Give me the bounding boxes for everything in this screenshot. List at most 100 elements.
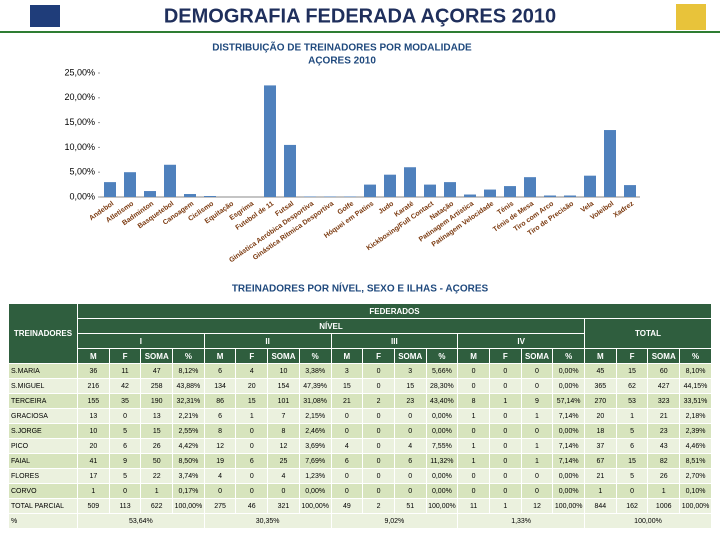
- chart-title: DISTRIBUIÇÃO DE TREINADORES POR MODALIDA…: [212, 41, 472, 54]
- table-cell: 32,31%: [172, 393, 205, 409]
- table-cell: TERCEIRA: [8, 393, 78, 409]
- table-cell: 5,66%: [425, 363, 459, 379]
- table-row: GRACIOSA 13 0 13 2,21% 6 1 7 2,15% 0 0 0 0,00% 1 0 1 7,1…: [8, 408, 712, 424]
- table-cell: 20: [584, 408, 617, 424]
- table-cell: 427: [647, 378, 681, 394]
- table-cell: TREINADORES: [8, 303, 78, 364]
- table-cell: 44,15%: [679, 378, 712, 394]
- table-cell: %: [8, 513, 78, 529]
- y-tick-label: 15,00%: [64, 117, 95, 127]
- table-cell: 0: [362, 423, 395, 439]
- table-row: FAIAL 41 9 50 8,50% 19 6 25 7,69% 6 0 6 11,32% 1 0 1 7,1…: [8, 453, 712, 469]
- table-cell: 100,00%: [679, 498, 712, 514]
- table-cell: 37: [584, 438, 617, 454]
- table-cell: 844: [584, 498, 617, 514]
- table-cell: 4: [267, 468, 300, 484]
- table-cell: 8,50%: [172, 453, 205, 469]
- table-cell: 13: [140, 408, 174, 424]
- table-cell: SOMA: [267, 348, 300, 364]
- table-cell: F: [615, 348, 649, 364]
- table-cell: 0,00%: [552, 378, 585, 394]
- table-cell: SOMA: [520, 348, 554, 364]
- y-tick-label: 20,00%: [64, 92, 95, 102]
- table-row: FLORES 17 5 22 3,74% 4 0 4 1,23% 0 0 0 0,00% 0 0 0 0,00%…: [8, 468, 712, 484]
- table-cell: 1: [520, 438, 554, 454]
- table-cell: 6: [330, 453, 364, 469]
- table-cell: 0: [488, 408, 522, 424]
- table-cell: M: [330, 348, 364, 364]
- table-cell: 6: [203, 408, 237, 424]
- bar: [624, 185, 636, 197]
- bar: [144, 191, 156, 197]
- table-row: S.JORGE 10 5 15 2,55% 8 0 8 2,46% 0 0 0 0,00% 0 0 0 0,00…: [8, 423, 712, 439]
- table-cell: 35: [108, 393, 142, 409]
- table-cell: 5: [615, 468, 649, 484]
- table-cell: 6: [108, 438, 142, 454]
- table-cell: 5: [108, 423, 142, 439]
- table-cell: 155: [77, 393, 110, 409]
- bar: [384, 174, 396, 197]
- table-cell: 3,74%: [172, 468, 205, 484]
- table-cell: 15: [615, 363, 649, 379]
- table-cell: NÍVEL: [77, 318, 585, 334]
- table-cell: 6: [615, 438, 649, 454]
- table-cell: 3: [330, 363, 364, 379]
- table-row: I II III IV: [9, 333, 712, 349]
- table-cell: 0: [330, 483, 364, 499]
- table-cell: 0: [235, 438, 269, 454]
- bar: [544, 195, 556, 197]
- table-cell: 3,69%: [298, 438, 332, 454]
- table-cell: PICO: [8, 438, 78, 454]
- table-cell: 9,02%: [330, 513, 459, 529]
- table-cell: 0: [615, 483, 649, 499]
- table-cell: 60: [647, 363, 681, 379]
- table-cell: 28,30%: [425, 378, 459, 394]
- table-cell: 100,00%: [552, 498, 585, 514]
- table-cell: 1: [488, 498, 522, 514]
- table-cell: %: [172, 348, 205, 364]
- table-cell: 3,38%: [298, 363, 332, 379]
- table-cell: 1: [488, 393, 522, 409]
- chart: DEMOGRAFIA FEDERADA AÇORES 2010 DISTRIBU…: [0, 4, 720, 295]
- table-cell: SOMA: [140, 348, 174, 364]
- table-cell: 4,46%: [679, 438, 712, 454]
- table-cell: 0: [362, 363, 395, 379]
- table-row: PICO 20 6 26 4,42% 12 0 12 3,69% 4 0 4 7,55% 1 0 1 7,14%…: [8, 438, 712, 454]
- table-cell: 7,69%: [298, 453, 332, 469]
- table-cell: 2: [362, 498, 395, 514]
- table-cell: 0: [520, 378, 554, 394]
- table-cell: 4,42%: [172, 438, 205, 454]
- bar: [164, 164, 176, 197]
- table-cell: 0: [362, 483, 395, 499]
- table-cell: 0,00%: [425, 423, 459, 439]
- table-cell: M: [584, 348, 617, 364]
- bar: [404, 167, 416, 197]
- table-cell: 1,33%: [457, 513, 585, 529]
- table-cell: 9: [520, 393, 554, 409]
- table-cell: 154: [267, 378, 300, 394]
- table-row: CORVO 1 0 1 0,17% 0 0 0 0,00% 0 0 0 0,00% 0 0 0 0,00% 1 0 1…: [8, 483, 712, 499]
- table-cell: 0: [488, 483, 522, 499]
- table-cell: 113: [108, 498, 142, 514]
- logo: [676, 4, 706, 30]
- bar: [524, 177, 536, 197]
- table-cell: 0: [362, 453, 395, 469]
- table-cell: TOTAL PARCIAL: [8, 498, 78, 514]
- bar: [584, 175, 596, 197]
- table-cell: 1: [520, 408, 554, 424]
- table-cell: 0: [393, 468, 427, 484]
- table-cell: 0: [488, 423, 522, 439]
- table-cell: 23: [393, 393, 427, 409]
- bar: [504, 186, 516, 197]
- table-cell: 0: [520, 468, 554, 484]
- table-cell: 13: [77, 408, 110, 424]
- table-cell: S.MIGUEL: [8, 378, 78, 394]
- table-cell: 0: [362, 468, 395, 484]
- table-cell: 7,14%: [552, 453, 585, 469]
- table-cell: FLORES: [8, 468, 78, 484]
- table-cell: M: [77, 348, 110, 364]
- table-cell: 4: [203, 468, 237, 484]
- table-cell: 0: [108, 483, 142, 499]
- table-cell: 0: [235, 483, 269, 499]
- table-cell: 1: [457, 408, 490, 424]
